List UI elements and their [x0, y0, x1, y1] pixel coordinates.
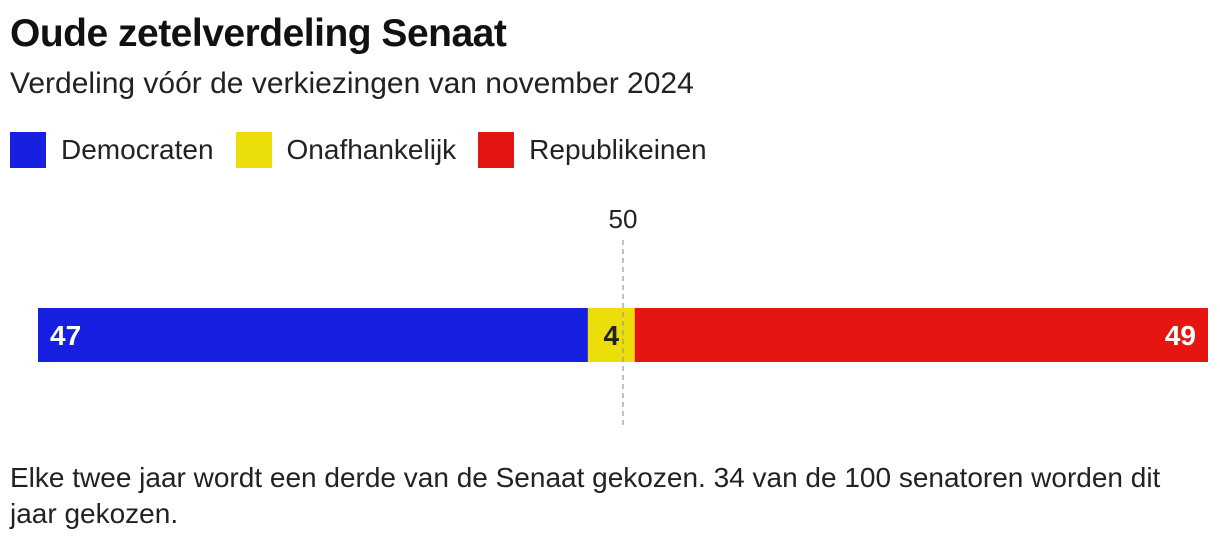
bar-republikeinen — [634, 308, 1208, 362]
legend-item-onafhankelijk: Onafhankelijk — [235, 132, 457, 168]
majority-reference-label: 50 — [609, 204, 638, 234]
legend-swatch-republikeinen — [478, 132, 515, 168]
legend-item-republikeinen: Republikeinen — [478, 132, 707, 168]
legend-item-democraten: Democraten — [10, 132, 214, 168]
bar-onafhankelijk — [587, 308, 635, 362]
footnote: Elke twee jaar wordt een derde van de Se… — [10, 462, 1161, 529]
seat-distribution-chart: 50 47 4 49 — [38, 204, 1208, 425]
chart-title: Oude zetelverdeling Senaat — [10, 12, 507, 55]
bar-democraten — [38, 308, 588, 362]
bar-label-onafhankelijk: 4 — [604, 320, 620, 351]
bar-label-republikeinen: 49 — [1165, 320, 1196, 351]
bar-label-democraten: 47 — [50, 320, 81, 351]
legend-label-onafhankelijk: Onafhankelijk — [286, 134, 457, 165]
legend-swatch-democraten — [10, 132, 46, 168]
legend: Democraten Onafhankelijk Republikeinen — [10, 130, 729, 170]
legend-swatch-onafhankelijk — [235, 132, 272, 168]
legend-label-democraten: Democraten — [61, 134, 214, 165]
legend-label-republikeinen: Republikeinen — [529, 134, 707, 165]
chart-subtitle: Verdeling vóór de verkiezingen van novem… — [10, 67, 694, 100]
